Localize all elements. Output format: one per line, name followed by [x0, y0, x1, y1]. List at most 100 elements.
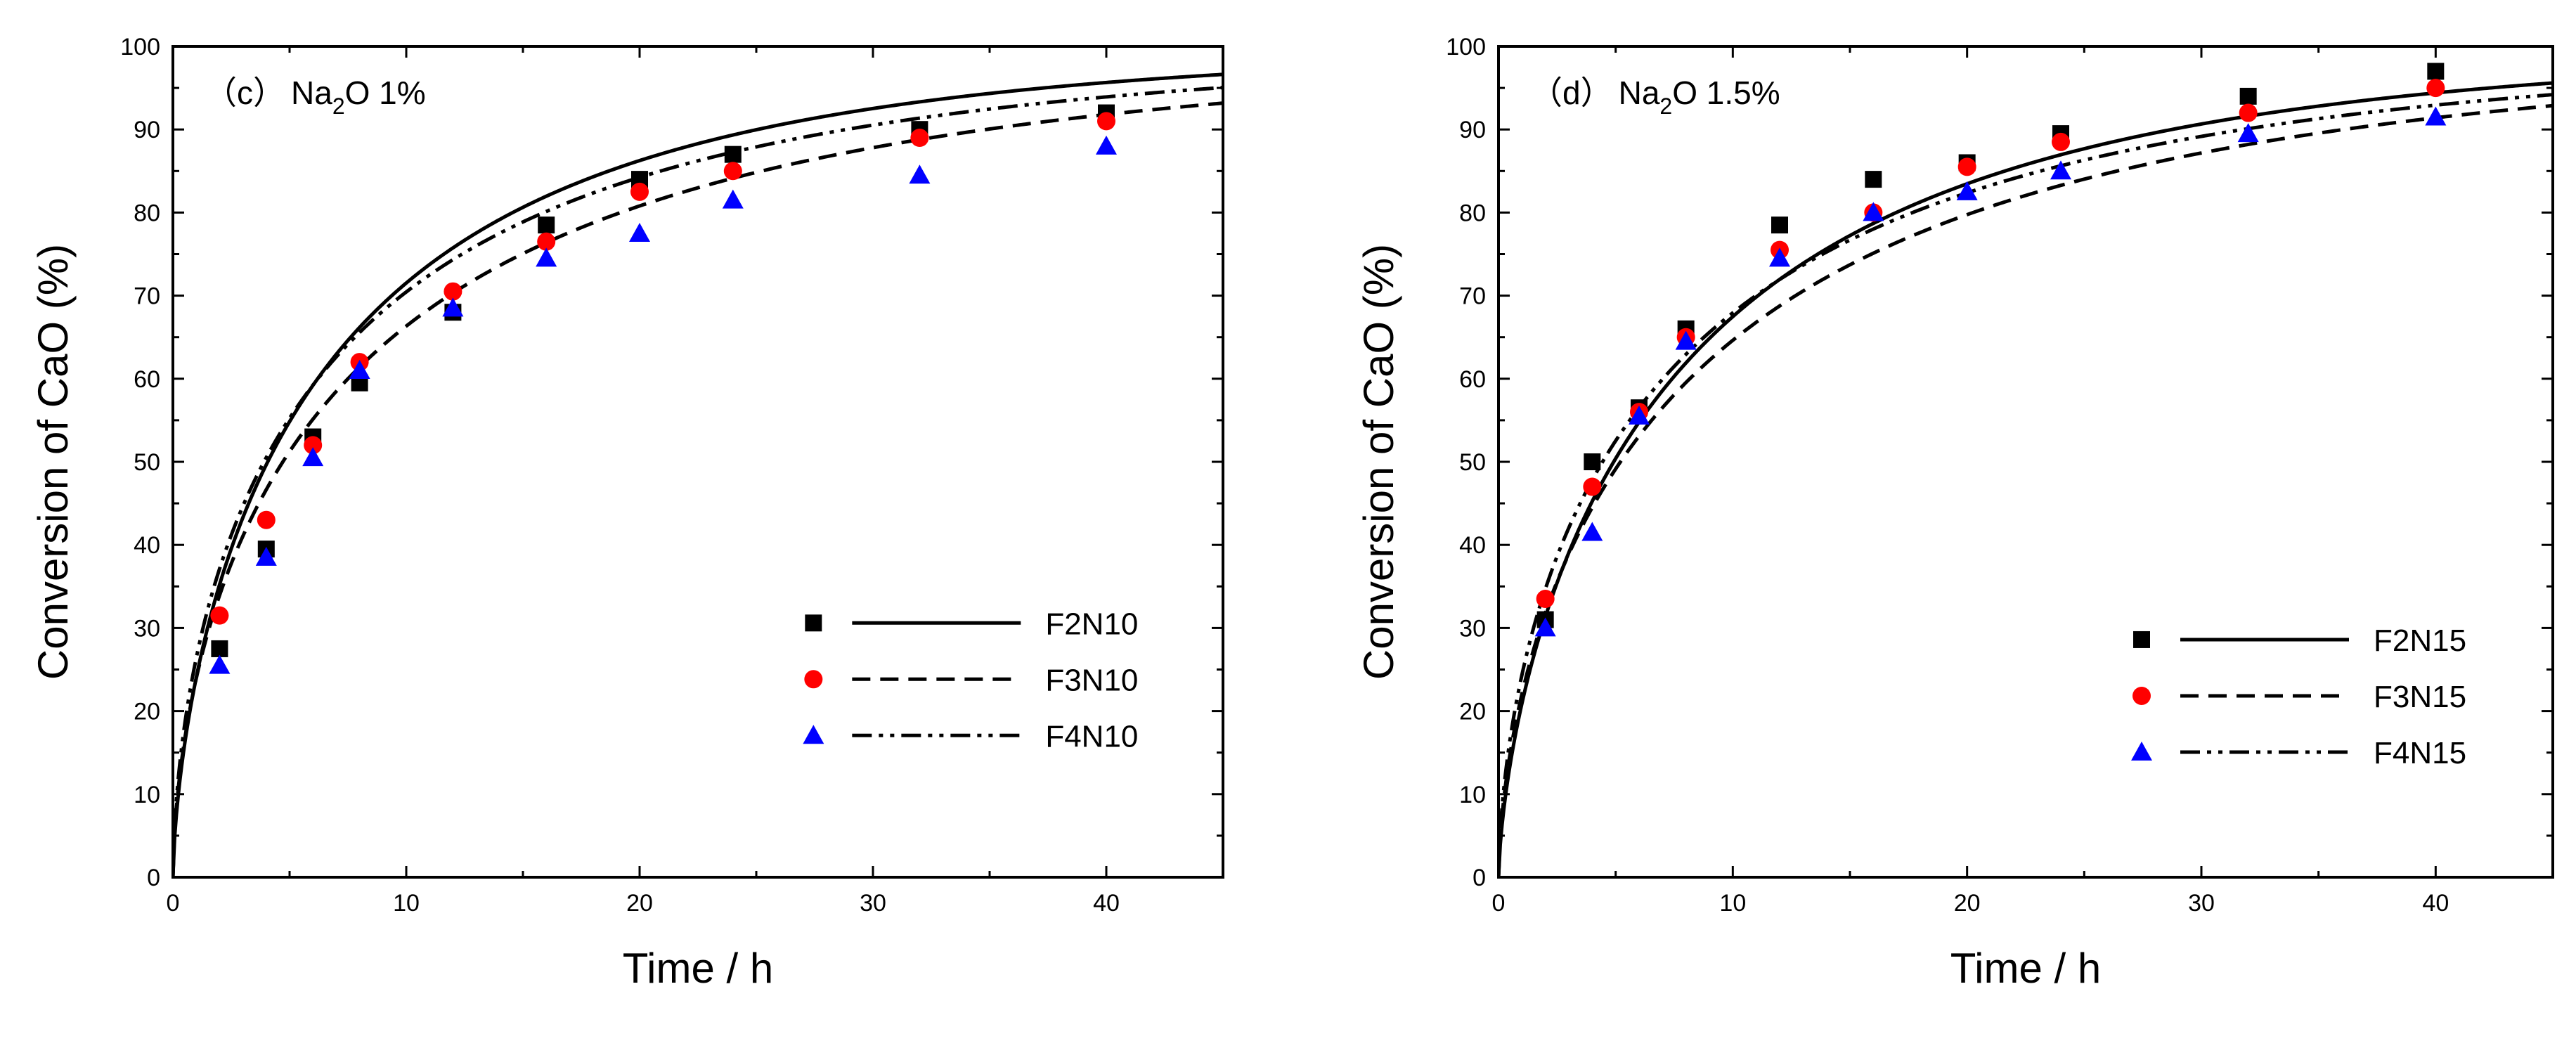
x-tick-label: 20 — [626, 890, 653, 917]
fit-line-f4n15 — [1499, 93, 2553, 877]
y-tick-label: 10 — [1459, 782, 1486, 808]
data-point — [1956, 181, 1978, 200]
chart-panel-c: 0 10 20 30 40 50 60 70 80 90 100 0 10 20 30 40 Time / h C… — [30, 34, 1224, 992]
y-tick-label: 60 — [134, 366, 160, 393]
data-point — [1629, 405, 1650, 425]
x-tick-label: 40 — [1093, 890, 1120, 917]
legend: F2N10 F3N10 F4N10 — [803, 607, 1138, 754]
data-point — [630, 182, 649, 201]
fit-line-f4n10 — [173, 86, 1223, 877]
y-tick-label: 20 — [134, 699, 160, 725]
data-point — [1863, 202, 1884, 221]
data-point — [442, 297, 464, 317]
y-tick-label: 50 — [134, 449, 160, 476]
data-point — [910, 129, 929, 148]
data-point — [1675, 330, 1697, 350]
data-point — [1581, 522, 1603, 541]
data-point — [2239, 103, 2258, 122]
fit-line-f3n10 — [173, 101, 1223, 877]
data-point — [1536, 590, 1555, 609]
legend-marker — [805, 614, 822, 632]
data-point — [536, 247, 557, 267]
x-axis-label: Time / h — [1950, 945, 2101, 992]
data-point — [2427, 63, 2445, 80]
legend-label: F2N10 — [1045, 607, 1138, 641]
y-tick-label: 100 — [120, 34, 160, 60]
data-point — [1771, 216, 1788, 234]
panel-title: （c） Na2O 1% — [205, 75, 426, 119]
data-point — [909, 164, 931, 184]
data-point — [1865, 171, 1882, 188]
x-tick-label: 20 — [1954, 890, 1981, 917]
y-tick-label: 90 — [134, 117, 160, 143]
data-point — [2239, 87, 2257, 105]
panel-title-rest: O 1.5% — [1672, 75, 1780, 111]
panel-title-main: Na — [1619, 75, 1660, 111]
panel-title-subscript: 2 — [1659, 93, 1672, 119]
data-point — [1583, 477, 1602, 496]
y-tick-label: 80 — [134, 200, 160, 226]
data-point — [2426, 79, 2445, 98]
y-tick-label: 70 — [1459, 283, 1486, 310]
y-tick-label: 30 — [1459, 615, 1486, 642]
legend-marker — [804, 670, 823, 689]
fit-line-f2n15 — [1499, 81, 2553, 877]
fit-line-f3n15 — [1499, 103, 2553, 877]
data-point — [257, 510, 276, 529]
y-axis-label: Conversion of CaO (%) — [30, 244, 77, 680]
legend-marker — [2133, 631, 2150, 648]
data-point — [2050, 160, 2071, 180]
data-point — [537, 232, 556, 251]
x-tick-label: 10 — [1719, 890, 1746, 917]
series-f3n10 — [210, 112, 1115, 625]
y-tick-label: 50 — [1459, 449, 1486, 476]
fit-curves — [173, 72, 1223, 877]
x-tick-label: 40 — [2422, 890, 2449, 917]
data-point — [302, 447, 324, 467]
panel-title-main: Na — [291, 75, 332, 111]
data-point — [1769, 247, 1790, 267]
data-point — [304, 436, 323, 455]
data-point — [2052, 132, 2070, 151]
legend-label: F2N15 — [2374, 623, 2466, 658]
data-point — [209, 654, 231, 674]
y-tick-label: 0 — [1473, 865, 1486, 891]
data-point — [2237, 123, 2259, 143]
data-point — [1096, 135, 1117, 155]
panel-title-subscript: 2 — [332, 93, 345, 119]
data-point — [2425, 106, 2447, 126]
y-tick-label: 100 — [1446, 34, 1486, 60]
legend-marker — [2132, 686, 2151, 705]
legend-label: F3N15 — [2374, 680, 2466, 714]
y-tick-label: 10 — [134, 782, 160, 808]
panel-title: （d） Na2O 1.5% — [1530, 75, 1780, 119]
y-axis-label: Conversion of CaO (%) — [1355, 244, 1402, 680]
y-tick-label: 60 — [1459, 366, 1486, 393]
fit-curves — [1499, 81, 2553, 877]
data-point — [444, 282, 462, 301]
chart-panel-d: 0 10 20 30 40 50 60 70 80 90 100 0 10 20 30 40 Time / h C… — [1355, 34, 2554, 992]
data-point — [1584, 453, 1601, 470]
x-tick-label: 30 — [860, 890, 886, 917]
data-point — [349, 359, 370, 379]
y-tick-label: 20 — [1459, 699, 1486, 725]
data-point — [722, 189, 744, 209]
y-tick-label: 90 — [1459, 117, 1486, 143]
panel-tag: （d） — [1530, 75, 1613, 111]
legend-label: F3N10 — [1045, 663, 1138, 697]
panel-tag: （c） — [205, 75, 285, 111]
data-point — [211, 640, 228, 657]
legend-label: F4N10 — [1045, 719, 1138, 754]
series-f4n10 — [209, 135, 1117, 674]
fit-line-f2n10 — [173, 72, 1223, 877]
series-f4n15 — [1534, 106, 2447, 637]
y-tick-label: 40 — [134, 532, 160, 559]
data-point — [255, 546, 277, 566]
x-tick-label: 30 — [2188, 890, 2215, 917]
y-tick-label: 30 — [134, 615, 160, 642]
legend-marker — [803, 725, 824, 744]
panel-title-rest: O 1% — [345, 75, 426, 111]
x-tick-label: 0 — [1492, 890, 1506, 917]
